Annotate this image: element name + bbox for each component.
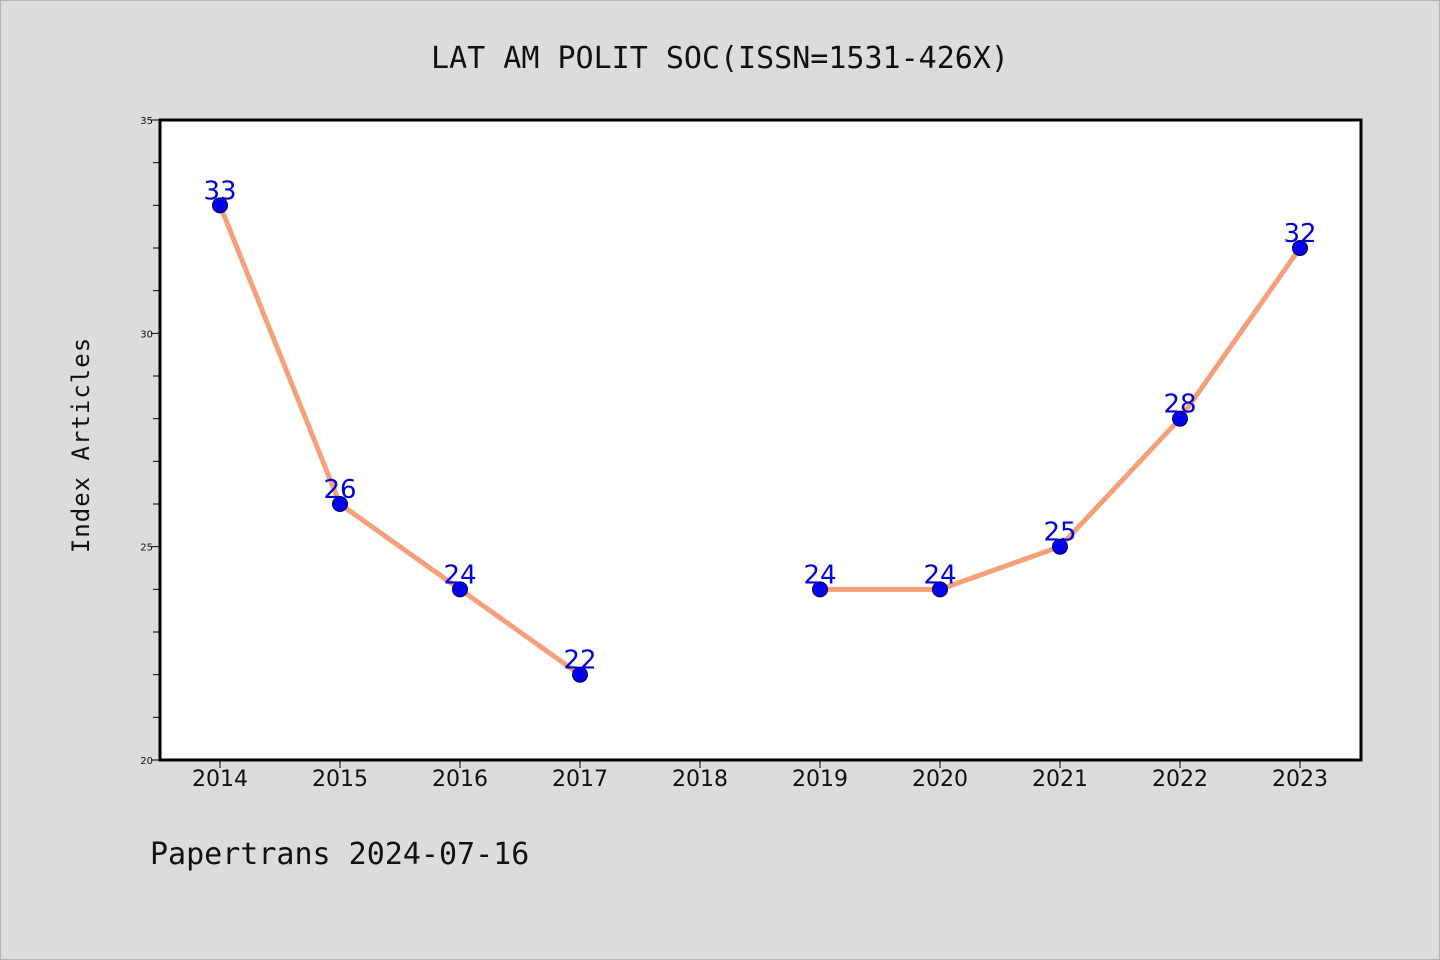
y-tick-label: 25: [140, 543, 153, 554]
y-tick-label: 35: [140, 116, 153, 127]
x-axis: 2014 2015 2016 2017 2018 2019 2020 2021 2022 2023: [192, 760, 1328, 792]
data-point: [452, 581, 468, 598]
x-tick-label: 2023: [1272, 767, 1328, 792]
data-point: [1052, 538, 1068, 555]
data-labels: 33 26 24 22 24 24 25 28 32: [203, 176, 1316, 675]
data-label: 28: [1163, 390, 1196, 420]
data-label: 33: [203, 176, 236, 206]
footer-text: Papertrans 2024-07-16: [150, 837, 529, 872]
data-point: [932, 581, 948, 598]
data-label: 24: [443, 560, 476, 590]
series-line-segment: [217, 202, 583, 678]
data-label: 25: [1043, 518, 1076, 548]
data-label: 24: [803, 560, 836, 590]
y-tick-label: 20: [140, 756, 153, 767]
data-point: [212, 197, 228, 214]
data-label: 24: [923, 560, 956, 590]
data-point: [812, 581, 828, 598]
x-tick-label: 2014: [192, 767, 248, 792]
data-label: 26: [323, 475, 356, 505]
y-axis: 20 25 30 35: [140, 116, 160, 767]
series-markers: [212, 197, 1308, 683]
data-point: [332, 496, 348, 512]
x-tick-label: 2019: [792, 767, 848, 792]
data-point: [1172, 410, 1188, 427]
data-label: 32: [1283, 219, 1316, 249]
x-tick-label: 2021: [1032, 767, 1088, 792]
y-tick-label: 30: [140, 329, 153, 340]
x-tick-label: 2018: [672, 767, 728, 792]
data-point: [572, 666, 588, 683]
data-point: [1292, 240, 1308, 256]
x-tick-label: 2020: [912, 767, 968, 792]
x-tick-label: 2022: [1152, 767, 1208, 792]
y-axis-label: Index Articles: [67, 337, 95, 553]
data-label: 22: [563, 646, 596, 676]
chart-title: LAT AM POLIT SOC(ISSN=1531-426X): [431, 41, 1009, 76]
x-tick-label: 2015: [312, 767, 368, 792]
x-tick-label: 2016: [432, 767, 488, 792]
x-tick-label: 2017: [552, 767, 608, 792]
plot-area: [158, 118, 1363, 762]
